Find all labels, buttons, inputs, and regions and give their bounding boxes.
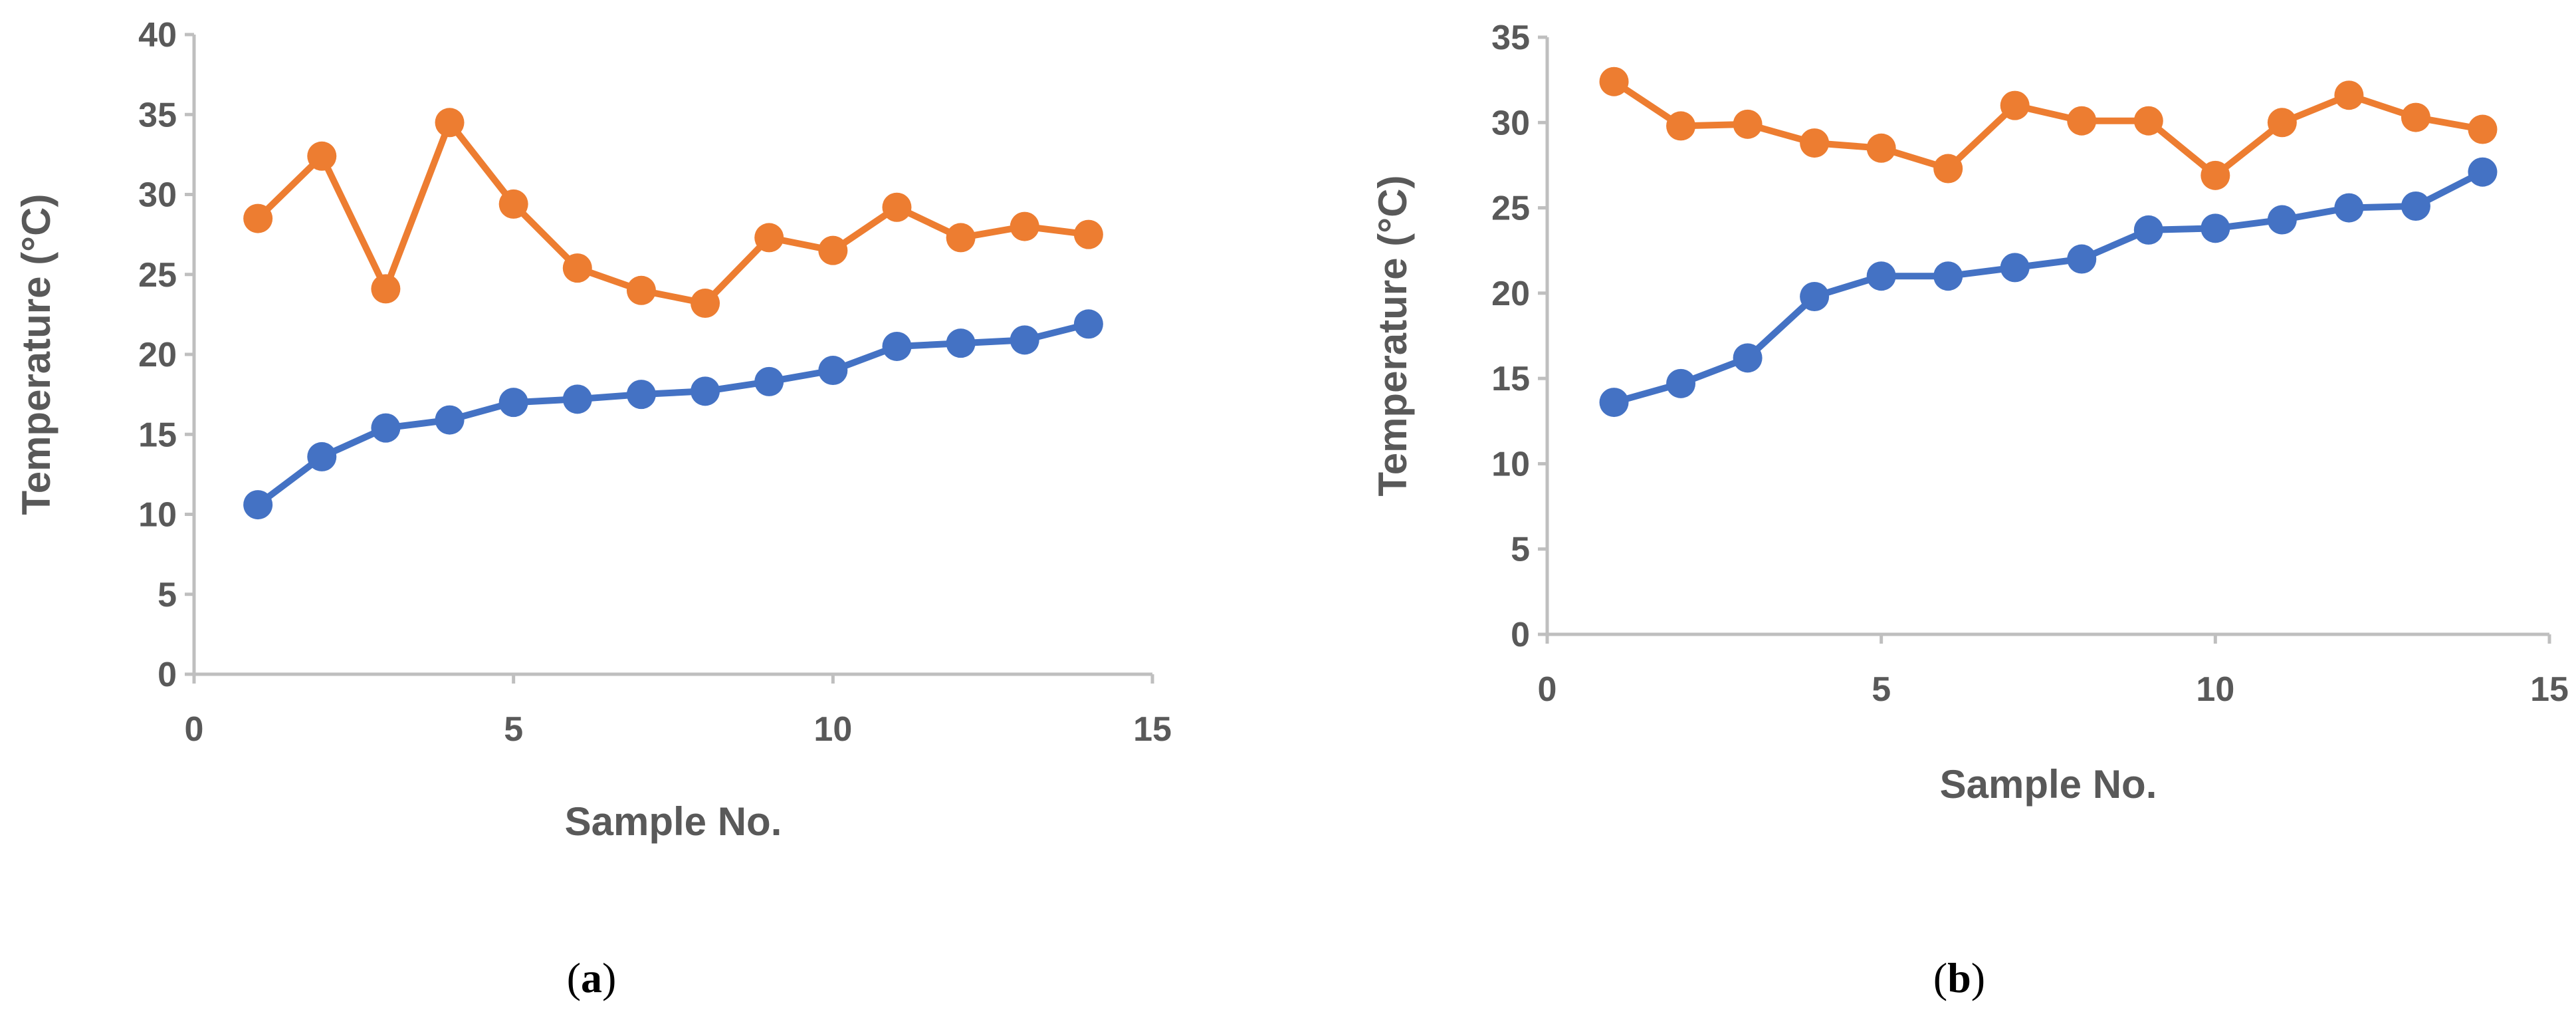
chart-b-y-tick-label: 35 — [1491, 19, 1530, 57]
chart-a-series-2-point — [691, 289, 720, 319]
chart-b-series-1-point — [2133, 215, 2163, 245]
chart-b-y-tick-label: 5 — [1511, 531, 1530, 569]
chart-a-y-tick-label: 30 — [138, 176, 177, 215]
chart-a-series-1-point — [946, 328, 976, 358]
chart-b-panel-label: (b) — [1933, 954, 1985, 1001]
chart-b-series-2-point — [1866, 133, 1896, 163]
chart-b-series-1-point — [2200, 213, 2230, 243]
chart-b-x-tick-label: 15 — [2530, 670, 2569, 709]
chart-a-series-1-point — [243, 490, 273, 520]
chart-b-series-1-point — [1933, 261, 1963, 291]
chart-a-x-axis-title: Sample No. — [565, 799, 782, 844]
chart-b-series-1-point — [2267, 205, 2297, 235]
chart-b-series-1-point — [1800, 281, 1830, 311]
chart-a-y-tick-label: 35 — [138, 96, 177, 134]
chart-b-y-tick-label: 0 — [1511, 616, 1530, 654]
chart-a-series-2-point — [626, 275, 656, 305]
chart-a-series-1-point — [691, 376, 720, 406]
chart-a: 0 5 10 15 20 25 30 35 40 0 5 10 15 Sample No. Temperat… — [14, 16, 1172, 1001]
chart-a-x-tick-label: 15 — [1133, 710, 1172, 749]
chart-a-series-1-point — [1073, 309, 1103, 339]
chart-a-series-1-point — [307, 442, 337, 471]
chart-a-series-1-point — [882, 331, 912, 361]
chart-b-series-1-point — [2401, 191, 2430, 221]
chart-a-series-1-point — [818, 356, 848, 386]
chart-a-series-2-point — [498, 189, 528, 219]
chart-a-series-1-point — [498, 388, 528, 418]
chart-b-series-2-point — [1599, 66, 1629, 96]
chart-a-y-tick-label: 5 — [158, 576, 177, 614]
chart-a-panel-label: (a) — [567, 954, 617, 1001]
chart-a-x-tick-label: 0 — [185, 710, 204, 749]
chart-a-x-tick-label: 5 — [504, 710, 523, 749]
chart-b-series-2-point — [2067, 106, 2097, 136]
chart-b-x-tick-label: 0 — [1538, 670, 1557, 709]
chart-b-series-2-point — [2401, 102, 2430, 132]
chart-a-series-1-point — [371, 413, 401, 443]
chart-a-series-2-point — [1010, 211, 1039, 241]
chart-a-series-1-point — [626, 380, 656, 410]
chart-b-y-axis-title: Temperature (°C) — [1370, 176, 1415, 497]
chart-b-series-2-point — [2000, 90, 2030, 120]
chart-b-series-2-point — [2267, 108, 2297, 138]
chart-a-y-tick-label: 15 — [138, 416, 177, 454]
chart-b-series-2-point — [1733, 109, 1763, 139]
chart-b-series-1-point — [1666, 368, 1696, 398]
chart-b-series-2-point — [2200, 160, 2230, 190]
chart-a-series-2-point — [307, 141, 337, 171]
chart-b-series-2-point — [2133, 106, 2163, 136]
chart-b-series-2-point — [1666, 111, 1696, 141]
chart-a-series-2-point — [243, 203, 273, 233]
chart-a-series-1-point — [562, 384, 592, 414]
chart-b-series-1-point — [1866, 261, 1896, 291]
chart-b-x-tick-label: 10 — [2196, 670, 2234, 709]
chart-a-series-2-point — [754, 223, 784, 253]
chart-a-y-tick-label: 40 — [138, 16, 177, 55]
chart-b-series-1-point — [1733, 343, 1763, 373]
chart-b-y-tick-label: 25 — [1491, 190, 1530, 228]
chart-a-y-tick-label: 10 — [138, 496, 177, 535]
chart-a-series-2-point — [435, 108, 465, 138]
chart-b-x-tick-label: 5 — [1872, 670, 1891, 709]
chart-b-series-2-point — [1933, 154, 1963, 184]
chart-b-series-1-point — [2067, 244, 2097, 274]
chart-a-y-tick-label: 0 — [158, 656, 177, 694]
chart-a-series-2-point — [946, 223, 976, 253]
chart-a-series-2-point — [562, 253, 592, 283]
chart-b-series-1-point — [2334, 193, 2364, 223]
chart-b: 0 5 10 15 20 25 30 35 0 5 10 15 Sample No. Temperatur… — [1370, 19, 2569, 1001]
chart-a-series-2-point — [371, 274, 401, 304]
chart-b-series-1-point — [1599, 388, 1629, 418]
chart-a-y-tick-label: 25 — [138, 256, 177, 295]
chart-b-y-tick-label: 10 — [1491, 445, 1530, 483]
chart-b-series-2-point — [1800, 128, 1830, 158]
chart-a-x-tick-label: 10 — [813, 710, 852, 749]
chart-b-y-tick-label: 30 — [1491, 104, 1530, 142]
chart-b-x-axis-title: Sample No. — [1940, 762, 2157, 807]
chart-a-y-tick-label: 20 — [138, 336, 177, 374]
chart-b-series-1-point — [2000, 253, 2030, 283]
chart-a-series-2-point — [1073, 219, 1103, 249]
chart-a-series-2-point — [818, 235, 848, 265]
chart-b-y-tick-label: 15 — [1491, 360, 1530, 398]
chart-b-series-2-point — [2468, 114, 2498, 144]
chart-b-y-tick-label: 20 — [1491, 275, 1530, 313]
chart-b-series-2-point — [2334, 80, 2364, 110]
chart-a-series-2-point — [882, 192, 912, 222]
chart-a-series-1-point — [754, 366, 784, 396]
chart-b-series-1-point — [2468, 157, 2498, 187]
chart-a-series-1-point — [435, 405, 465, 435]
chart-a-y-axis-title: Temperature (°C) — [14, 194, 58, 515]
chart-a-series-1-point — [1010, 325, 1039, 355]
